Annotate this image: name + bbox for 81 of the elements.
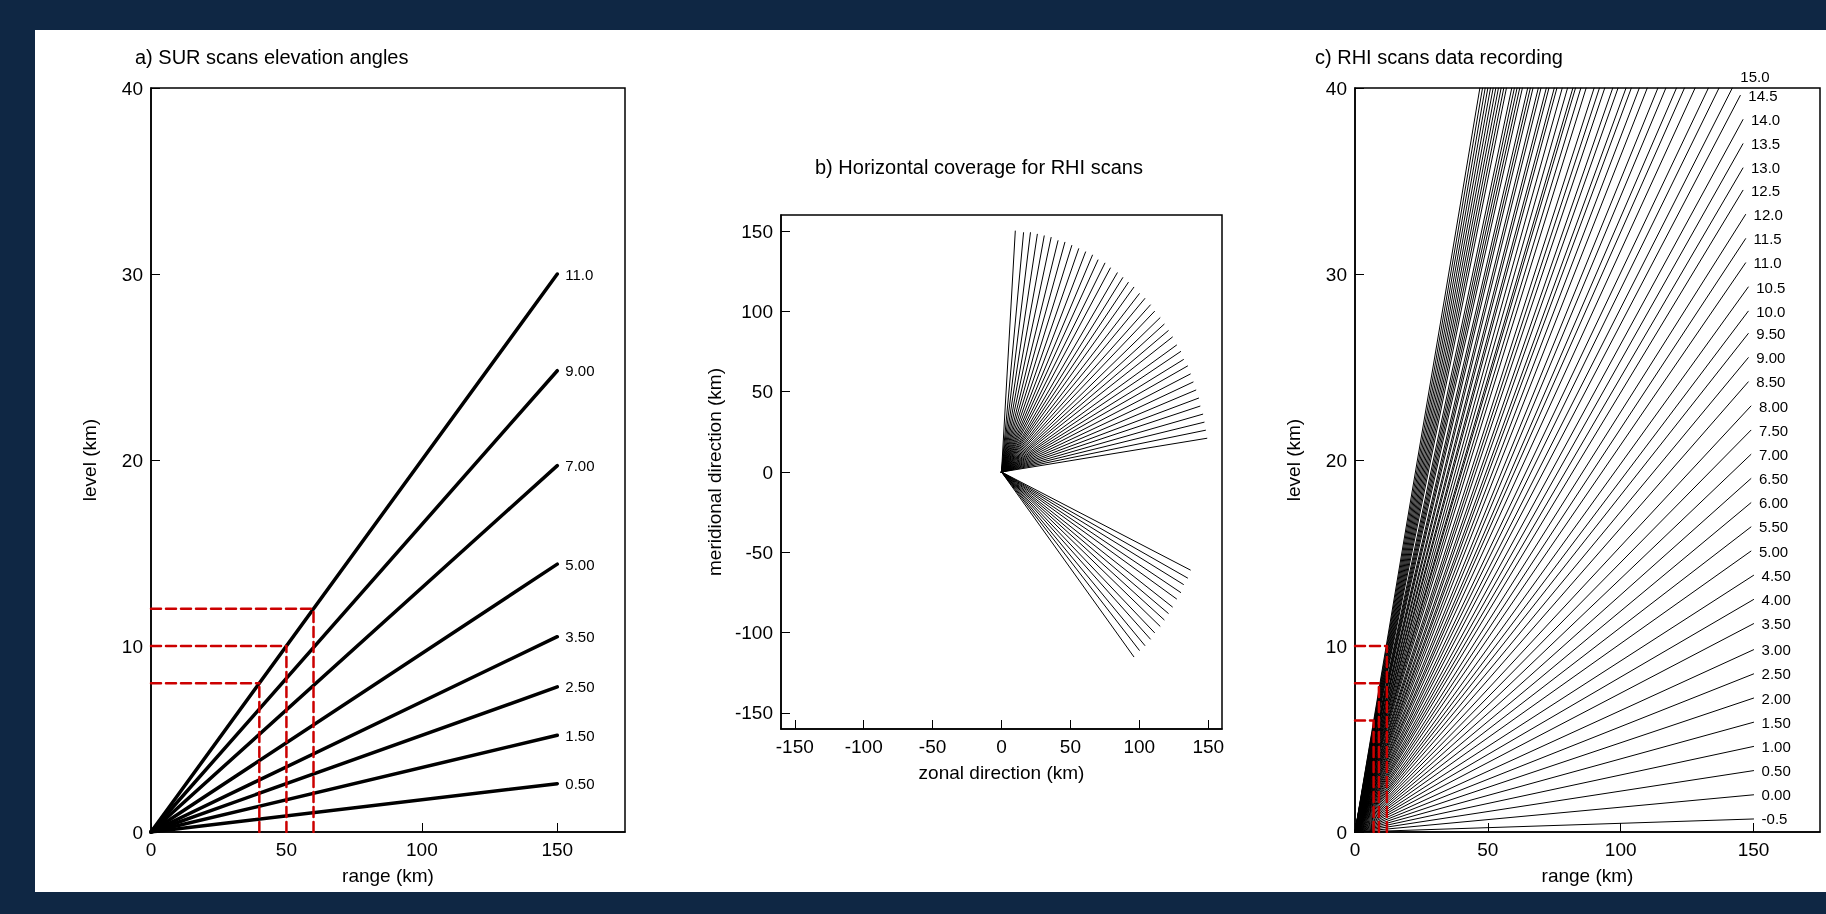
- series-label: 11.0: [1753, 254, 1782, 272]
- x-axis-title: range (km): [342, 865, 434, 886]
- x-tick-label: 100: [406, 839, 438, 860]
- series-label: 6.50: [1758, 470, 1789, 488]
- y-tick-label: 100: [741, 300, 773, 322]
- series-label: 1.00: [1761, 737, 1791, 755]
- y-tick-label: 20: [1325, 449, 1347, 471]
- series-label: 5.00: [1758, 542, 1789, 560]
- series-label: 12.0: [1753, 205, 1783, 223]
- series-label: 2.00: [1761, 689, 1791, 707]
- y-tick-label: -100: [734, 622, 773, 644]
- y-tick-label: 0: [1336, 821, 1347, 843]
- x-tick-label: -150: [775, 736, 814, 757]
- x-tick-label: 0: [145, 839, 157, 860]
- x-tick-label: 0: [996, 736, 1007, 757]
- series-label: 9.00: [1756, 349, 1786, 367]
- x-tick-label: 100: [1604, 839, 1637, 860]
- x-tick-label: 100: [1123, 736, 1156, 757]
- y-tick-label: 40: [121, 77, 143, 99]
- x-tick-label: -50: [918, 736, 947, 757]
- series-label: 13.5: [1750, 135, 1781, 153]
- x-axis-title: zonal direction (km): [918, 762, 1085, 783]
- series-label: 0.50: [565, 775, 595, 793]
- chart-title: a) SUR scans elevation angles: [135, 46, 409, 68]
- series-label: 10.0: [1756, 302, 1786, 320]
- series-label: 11.0: [565, 265, 594, 283]
- y-axis-title: meridional direction (km): [704, 367, 726, 577]
- series-label: 3.50: [1761, 615, 1791, 633]
- x-tick-label: 50: [1059, 736, 1081, 757]
- series-label: 4.00: [1761, 591, 1791, 608]
- y-tick-label: 150: [741, 220, 773, 242]
- y-tick-label: 0: [762, 461, 773, 483]
- x-tick-label: -100: [844, 736, 883, 757]
- series-label: 9.00: [565, 362, 595, 380]
- series-label: 5.50: [1758, 518, 1789, 536]
- series-label: 0.50: [1761, 762, 1791, 780]
- y-tick-label: 50: [751, 381, 773, 403]
- series-label: 0.00: [1761, 786, 1791, 804]
- series-label: 8.50: [1756, 373, 1786, 391]
- series-label: 4.50: [1761, 566, 1791, 584]
- series-label: 10.5: [1756, 278, 1786, 296]
- chart-title: c) RHI scans data recording: [1315, 46, 1563, 68]
- series-label: 14.5: [1748, 86, 1778, 104]
- series-label: 13.0: [1750, 159, 1781, 177]
- x-tick-label: 50: [275, 839, 297, 860]
- x-tick-label: 150: [1737, 839, 1770, 860]
- x-tick-label: 150: [1192, 736, 1225, 757]
- y-tick-label: -50: [745, 541, 773, 563]
- y-tick-label: 20: [121, 449, 143, 471]
- series-label: 3.50: [565, 628, 595, 646]
- y-tick-label: 40: [1325, 77, 1347, 99]
- x-tick-label: 50: [1477, 839, 1499, 860]
- series-label: 15.0: [1740, 67, 1770, 85]
- series-label: 7.00: [565, 457, 595, 475]
- series-label: 7.00: [1758, 445, 1789, 463]
- x-tick-label: 150: [541, 839, 574, 860]
- series-label: 3.00: [1761, 641, 1791, 659]
- y-axis-title: level (km): [1283, 418, 1304, 502]
- series-label: 12.5: [1750, 181, 1781, 199]
- series-label: 1.50: [1761, 713, 1791, 731]
- x-tick-label: 0: [1349, 839, 1361, 860]
- series-label: 8.00: [1758, 397, 1789, 415]
- y-tick-label: -150: [734, 702, 773, 724]
- series-label: 14.0: [1750, 111, 1781, 129]
- series-label: 7.50: [1758, 421, 1789, 439]
- series-label: 6.00: [1758, 494, 1789, 512]
- x-axis-title: range (km): [1541, 865, 1634, 886]
- chart-title: b) Horizontal coverage for RHI scans: [815, 156, 1143, 178]
- y-tick-label: 0: [132, 821, 143, 843]
- series-label: 2.50: [1761, 665, 1791, 683]
- series-label: 2.50: [565, 678, 595, 696]
- y-tick-label: 30: [1325, 263, 1347, 285]
- y-tick-label: 10: [121, 635, 143, 657]
- y-tick-label: 10: [1325, 635, 1347, 657]
- series-label: 9.50: [1756, 325, 1786, 343]
- legend-label: -0.5: [1761, 810, 1788, 828]
- y-tick-label: 30: [121, 263, 143, 285]
- series-label: 5.00: [565, 555, 595, 573]
- y-axis-title: level (km): [79, 418, 100, 502]
- series-label: 1.50: [565, 726, 595, 744]
- series-label: 11.5: [1753, 230, 1782, 248]
